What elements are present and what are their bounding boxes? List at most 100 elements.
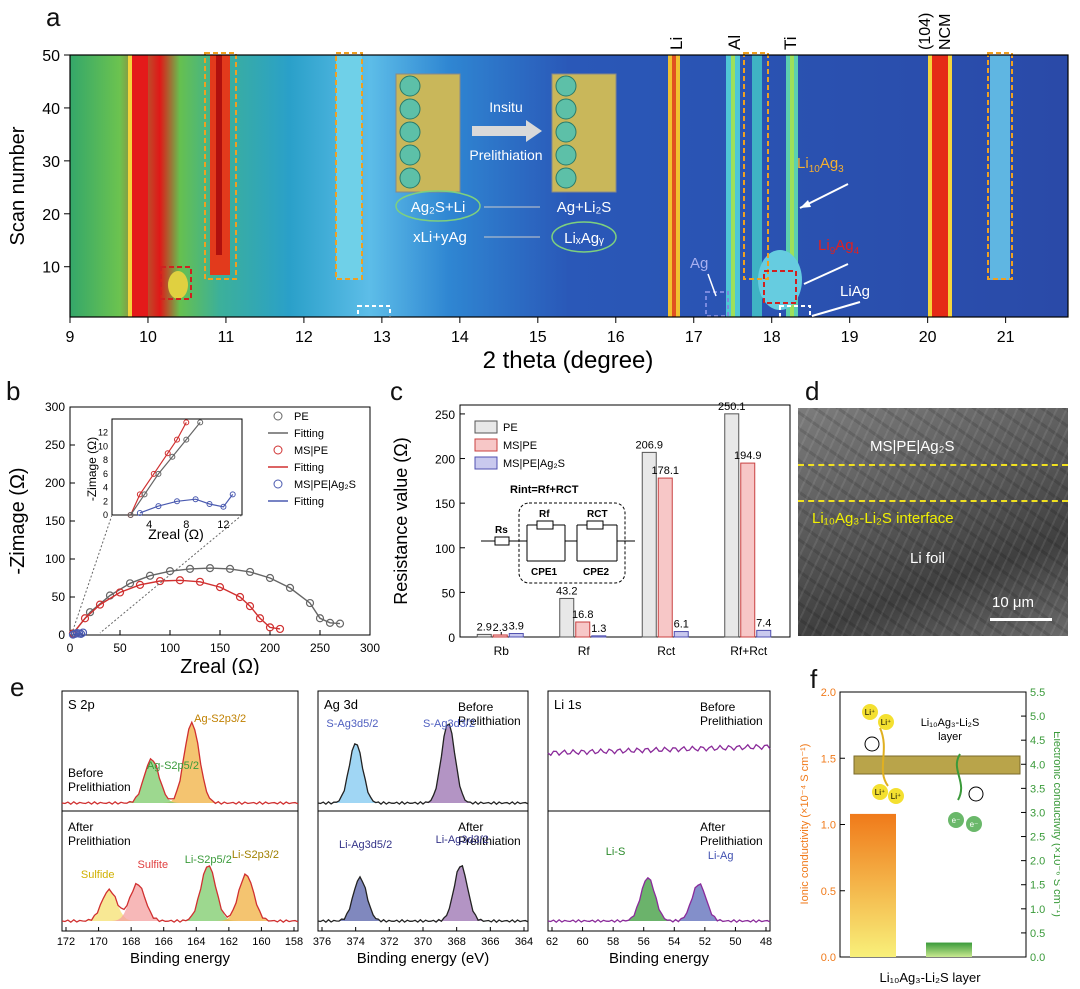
- e-xtick-label: 56: [638, 936, 650, 948]
- inset-sphere: [555, 167, 577, 189]
- f-ytick-right-label: 3.5: [1030, 783, 1045, 795]
- e-xlabel: Binding energy: [609, 950, 710, 967]
- c-legend-swatch: [474, 420, 498, 434]
- e-peak-label: Li-Ag: [708, 850, 734, 862]
- f-liplus-2-text: Li⁺: [881, 718, 891, 727]
- dashed-box-orange-2: [335, 52, 363, 280]
- panel-f-bars: [850, 813, 972, 957]
- b-inset-ytick: 2: [103, 496, 108, 506]
- f-layer-label-1: Li₁₀Ag₃-Li₂S: [921, 717, 980, 729]
- c-bar-label: 43.2: [556, 585, 577, 597]
- b-fit-line: [72, 632, 84, 636]
- inset-sphere: [399, 167, 421, 189]
- e-xlabel: Binding energy: [130, 950, 231, 967]
- b-data-point: [315, 614, 325, 623]
- c-bar: [591, 635, 607, 638]
- c-bar: [476, 633, 492, 638]
- circuit-cpe1: CPE1: [531, 567, 558, 578]
- dashed-box-red-2: [763, 270, 797, 304]
- b-inset-xtick: 12: [217, 519, 229, 531]
- b-legend-marker: [273, 411, 283, 421]
- sem-label-mid: Li₁₀Ag₃-Li₂S interface: [812, 510, 954, 527]
- inset-arrow-bottom: Prelithiation: [469, 147, 542, 163]
- e-before-label: Prelithiation: [700, 714, 763, 728]
- f-liplus-3: [872, 784, 888, 800]
- e-xtick-label: 168: [122, 936, 140, 948]
- e-fit-peak: [318, 743, 528, 803]
- e-xtick-label: 160: [252, 936, 270, 948]
- f-ytick-right-label: 2.0: [1030, 856, 1045, 868]
- e-before-label: Before: [700, 700, 736, 714]
- f-eminus-1-text: e⁻: [952, 816, 961, 825]
- inset-rxn2-left: xLi+yAg: [413, 229, 467, 246]
- e-spectrum-line: [61, 720, 299, 806]
- e-title: Ag 3d: [324, 697, 358, 712]
- b-inset-ytick: 6: [103, 469, 108, 479]
- e-xtick-label: 172: [57, 936, 75, 948]
- circuit-rs: Rs: [495, 525, 508, 536]
- b-data-point: [145, 571, 155, 580]
- e-xtick-label: 370: [414, 936, 432, 948]
- a-ytick-label: 30: [42, 154, 60, 171]
- c-bar-label: 194.9: [734, 450, 762, 462]
- b-ytick-label: 200: [45, 476, 65, 490]
- panel-c-legend: PE MS|PE MS|PE|Ag₂S: [474, 420, 565, 470]
- f-ytick-left-label: 1.5: [821, 753, 836, 765]
- panel-c-frame: [459, 404, 791, 638]
- e-peak-label: Li-S: [606, 846, 626, 858]
- f-eminus-2: [966, 816, 982, 832]
- dashed-box-orange-1: [204, 52, 237, 280]
- inset-arrow-top: Insitu: [489, 99, 522, 115]
- sem-scalebar: [990, 618, 1052, 621]
- panel-a-x-ticks: 9 10 11 12 13 14 15 16 17 18 19 20 21: [66, 317, 1015, 346]
- inset-arrow: [472, 120, 542, 142]
- e-subpanel-s2p: S 2pBeforePrelithiationAfterPrelithiatio…: [57, 690, 303, 967]
- b-inset-ytick: 10: [98, 441, 108, 451]
- e-peak-label: Li-S2p5/2: [185, 854, 232, 866]
- top-label-ti: Ti: [781, 36, 800, 50]
- panel-c-ticks: 0 50 100 150 200 250: [435, 408, 465, 645]
- e-xtick-label: 170: [89, 936, 107, 948]
- b-inset-point: [229, 491, 236, 498]
- panel-f-ylabel-right: Electronic conductivity (×10⁻⁶ S cm⁻¹): [1051, 731, 1060, 917]
- b-ytick-label: 300: [45, 400, 65, 414]
- inset-sphere: [399, 98, 421, 120]
- e-peak-label: Ag-S2p3/2: [194, 713, 246, 725]
- e-xtick-label: 52: [699, 936, 711, 948]
- b-data-point: [85, 608, 95, 617]
- panel-e-letter: e: [10, 672, 25, 702]
- panel-f-letter: f: [810, 664, 818, 694]
- b-data-point: [265, 573, 275, 583]
- e-peak-label: S-Ag3d3/2: [423, 718, 475, 730]
- a-xtick-label: 20: [919, 329, 937, 346]
- e-peak-label: Ag-S2p5/2: [147, 760, 199, 772]
- c-bar: [756, 629, 772, 638]
- panel-a-y-ticks: 10 20 30 40 50: [42, 48, 70, 277]
- b-xtick-label: 300: [360, 641, 380, 655]
- a-xtick-label: 11: [218, 329, 235, 346]
- c-ytick-label: 100: [435, 542, 455, 556]
- b-inset-point: [174, 436, 180, 443]
- e-xtick-label: 376: [313, 936, 331, 948]
- sem-interface-line-1: [798, 464, 1068, 466]
- panel-a-xlabel: 2 theta (degree): [483, 347, 654, 374]
- c-category-label: Rf: [578, 644, 591, 658]
- a-ytick-label: 50: [42, 48, 60, 65]
- f-ytick-right-label: 1.0: [1030, 904, 1045, 916]
- a-xtick-label: 9: [66, 329, 75, 346]
- e-before-label: Prelithiation: [458, 714, 521, 728]
- xrd-peak-ncm: [932, 55, 948, 317]
- e-after-label: After: [68, 820, 93, 834]
- e-xtick-label: 48: [760, 936, 772, 948]
- f-ytick-left-label: 1.0: [821, 820, 836, 832]
- panel-b-series: [68, 564, 345, 639]
- xrd-peak-ti-a: [752, 55, 762, 317]
- panel-f-xlabel: Li₁₀Ag₃-Li₂S layer: [879, 970, 981, 985]
- b-fit-line: [72, 567, 341, 634]
- e-after-label: After: [700, 820, 725, 834]
- panel-c-formula: Rint=Rf+RCT: [510, 484, 579, 496]
- inset-rxn1-left: Ag₂S+Li: [411, 199, 466, 216]
- b-inset-xtick: 8: [183, 519, 189, 531]
- b-legend-marker: [273, 445, 283, 455]
